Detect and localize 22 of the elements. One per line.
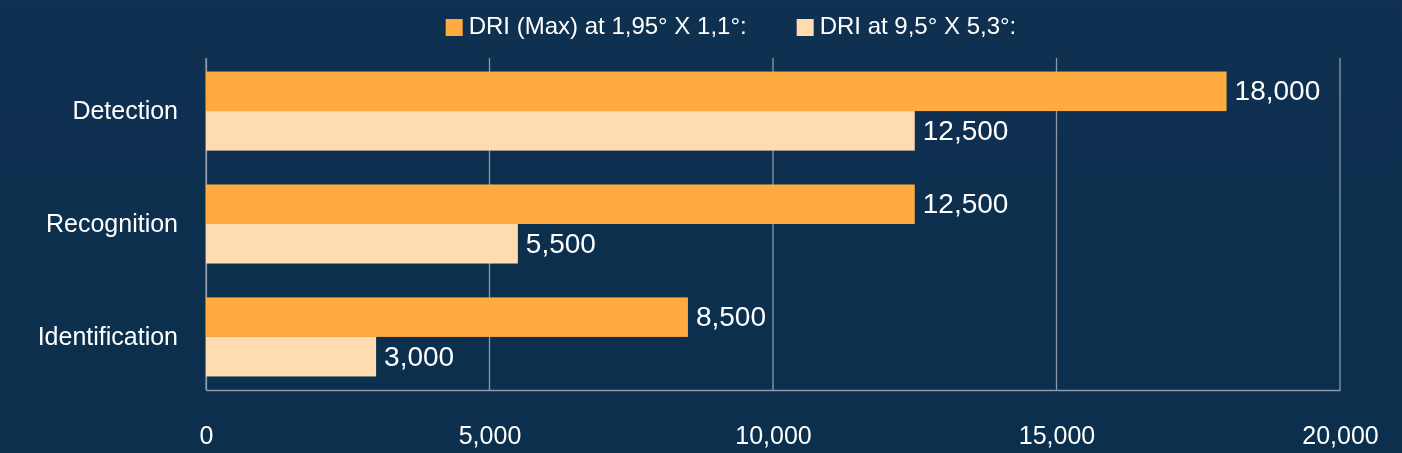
x-tick-label: 20,000 [1302, 420, 1379, 449]
data-label: 12,500 [922, 188, 1009, 220]
bar [206, 184, 915, 224]
y-tick-label: Recognition [45, 209, 178, 237]
data-label: 3,000 [384, 340, 455, 372]
x-tick-label: 0 [199, 420, 214, 449]
data-label: 12,500 [922, 114, 1009, 146]
bar [206, 71, 1227, 112]
bar [206, 224, 518, 264]
data-label: 5,500 [525, 227, 596, 259]
x-tick-label: 10,000 [735, 420, 812, 449]
bar [206, 297, 688, 337]
x-tick-label: 5,000 [458, 420, 522, 449]
legend-label: DRI at 9,5° X 5,3°: [819, 12, 1017, 39]
bar [206, 336, 377, 377]
data-label: 8,500 [695, 301, 767, 333]
legend-label: DRI (Max) at 1,95° X 1,1°: [468, 12, 747, 39]
y-tick-label: Identification [37, 321, 178, 350]
bar [206, 111, 915, 151]
x-tick-label: 15,000 [1018, 420, 1096, 449]
y-tick-label: Detection [72, 96, 178, 125]
data-label: 18,000 [1234, 75, 1321, 107]
